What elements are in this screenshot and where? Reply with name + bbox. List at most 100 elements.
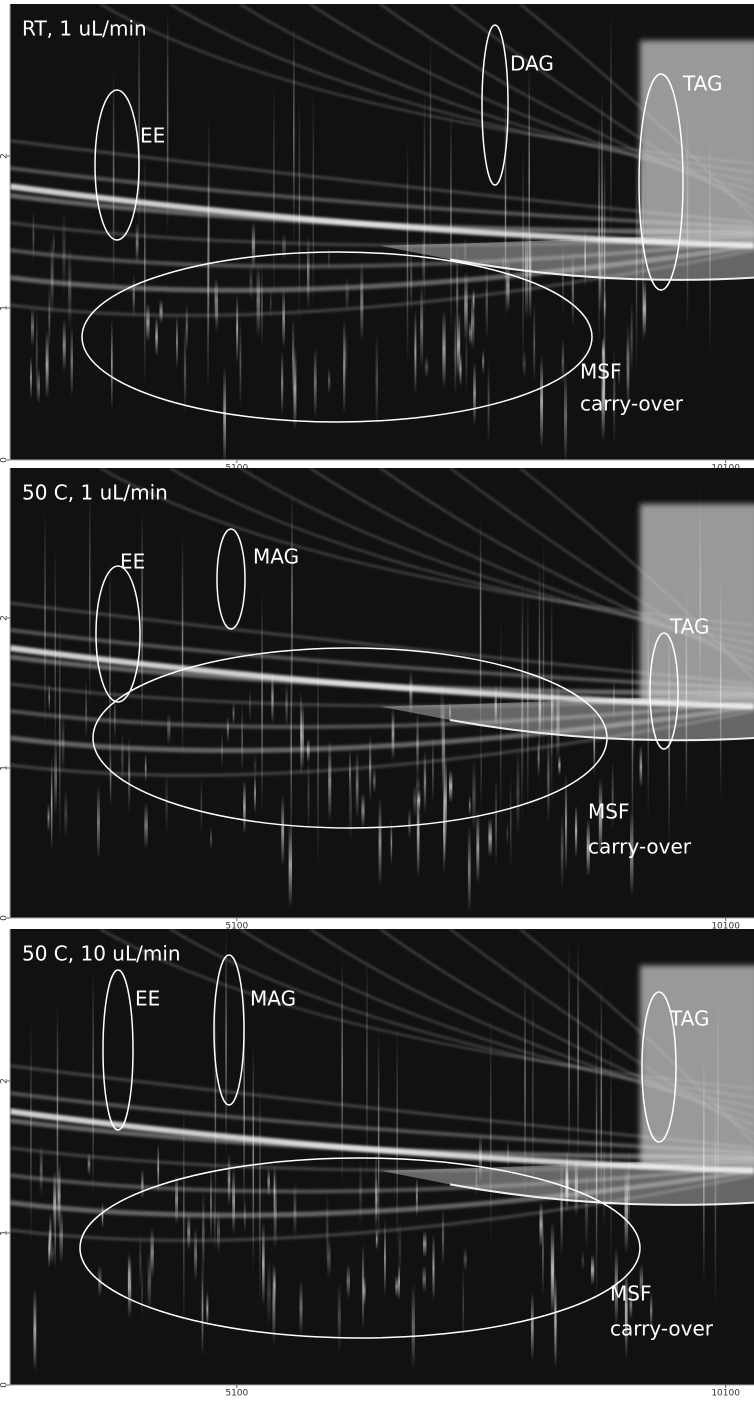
streak — [344, 330, 347, 379]
x-tick-label: 5100 — [225, 1389, 248, 1399]
bright-region — [640, 504, 754, 702]
streak — [369, 734, 371, 801]
streak — [480, 519, 482, 744]
y-tick-label: 0 — [0, 457, 10, 463]
streak — [201, 777, 203, 834]
y-axis-strip — [0, 929, 10, 1385]
streak — [668, 622, 670, 847]
streak — [228, 1154, 230, 1206]
streak — [63, 319, 66, 372]
streak — [539, 560, 541, 785]
streak — [360, 262, 363, 342]
streak — [502, 253, 504, 274]
streak — [476, 811, 479, 885]
streak — [184, 325, 186, 416]
streak — [460, 352, 462, 386]
streak — [267, 1260, 270, 1326]
streak — [187, 1213, 190, 1250]
streak — [54, 1203, 56, 1270]
streak — [625, 1168, 628, 1254]
streak — [425, 356, 428, 378]
streak — [215, 992, 217, 1220]
streak — [378, 1028, 380, 1256]
streak — [376, 332, 378, 428]
streak — [62, 713, 65, 773]
streak — [395, 1275, 398, 1297]
streak — [450, 109, 452, 337]
streak — [236, 294, 238, 363]
streak — [48, 1229, 50, 1268]
y-axis-strip — [0, 468, 10, 918]
streak — [543, 540, 545, 765]
streak — [141, 1169, 143, 1199]
streak — [423, 1231, 426, 1258]
streak — [46, 331, 49, 399]
streak — [314, 347, 317, 418]
streak — [48, 803, 50, 832]
streak — [114, 689, 116, 741]
y-axis-strip — [0, 4, 10, 460]
streak — [60, 1209, 63, 1265]
streak — [432, 1234, 434, 1302]
y-tick-label: 0 — [0, 915, 10, 921]
streak — [113, 65, 115, 293]
streak — [307, 236, 310, 309]
streak — [85, 680, 87, 741]
y-tick-label: 2 — [0, 1078, 10, 1084]
streak — [356, 751, 359, 818]
streak — [328, 740, 331, 822]
streak — [626, 323, 629, 391]
streak — [89, 485, 91, 710]
streak — [506, 260, 509, 312]
streak — [71, 325, 73, 397]
streak — [293, 21, 295, 249]
streak — [51, 757, 53, 851]
streak — [261, 263, 263, 350]
streak — [92, 970, 94, 1198]
streak — [454, 311, 456, 396]
streak — [564, 368, 567, 464]
streak — [416, 1176, 418, 1218]
streak — [338, 1281, 341, 1352]
streak — [486, 263, 488, 341]
streak — [249, 688, 251, 722]
streak — [240, 318, 242, 408]
streak — [366, 955, 368, 1183]
streak — [293, 347, 296, 430]
streak — [111, 319, 113, 410]
annotation-label: MSF — [610, 1282, 651, 1306]
streak — [252, 222, 255, 269]
streak — [482, 349, 484, 374]
streak — [176, 314, 178, 368]
annotation-label: EE — [140, 124, 165, 148]
streak — [144, 158, 146, 386]
streak — [531, 1292, 534, 1361]
streak — [157, 1143, 159, 1194]
streak — [273, 1267, 275, 1304]
streak — [687, 108, 689, 336]
streak — [57, 1003, 59, 1231]
streak — [151, 1228, 154, 1278]
annotation-label: EE — [135, 987, 160, 1011]
streak — [472, 760, 475, 832]
streak — [241, 703, 243, 774]
streak — [68, 246, 71, 331]
annotation-label: TAG — [669, 1007, 710, 1031]
annotation-label: carry-over — [610, 1317, 714, 1341]
bright-region — [640, 965, 754, 1166]
streak — [720, 575, 722, 800]
streak — [167, 713, 170, 744]
streak — [542, 1210, 544, 1298]
streak — [575, 805, 577, 858]
streak — [414, 310, 416, 395]
streak — [495, 778, 497, 867]
streak — [232, 1167, 235, 1234]
y-tick-label: 2 — [0, 615, 10, 621]
streak — [364, 1276, 366, 1306]
streak — [139, 1234, 141, 1288]
x-axis-strip — [0, 918, 754, 929]
streak — [584, 228, 586, 287]
streak — [273, 77, 275, 305]
streak — [313, 87, 315, 315]
streak — [420, 284, 423, 369]
